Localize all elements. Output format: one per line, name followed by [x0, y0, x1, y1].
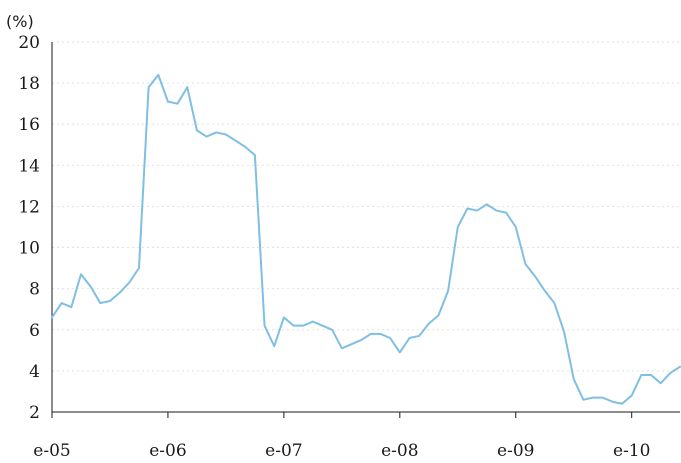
- y-tick-label: 20: [18, 33, 40, 53]
- x-tick-labels: e-05 e-06 e-07 e-08 e-09 e-10: [33, 441, 650, 461]
- gridlines: [52, 41, 680, 372]
- x-tick-label: e-05: [33, 441, 70, 461]
- y-tick-label: 8: [29, 280, 40, 300]
- y-tick-label: 14: [18, 156, 40, 176]
- series-group: [51, 73, 681, 405]
- y-tick-label: 4: [29, 362, 40, 382]
- y-tick-labels: 2 4 6 8 10 12 14 16 18 20: [18, 33, 40, 423]
- x-ticks: [51, 412, 633, 418]
- x-tick-label: e-08: [381, 441, 418, 461]
- x-tick-label: e-10: [613, 441, 650, 461]
- x-tick-label: e-07: [265, 441, 302, 461]
- y-tick-label: 10: [18, 239, 40, 259]
- y-tick-label: 6: [29, 321, 40, 341]
- y-tick-label: 16: [18, 115, 40, 135]
- x-tick-label: e-09: [497, 441, 534, 461]
- y-tick-label: 18: [18, 74, 40, 94]
- x-tick-label: e-06: [149, 441, 186, 461]
- y-tick-label: 2: [29, 403, 40, 423]
- y-tick-label: 12: [18, 197, 40, 217]
- series-line: [51, 73, 681, 405]
- y-axis-unit-label: (%): [6, 12, 34, 31]
